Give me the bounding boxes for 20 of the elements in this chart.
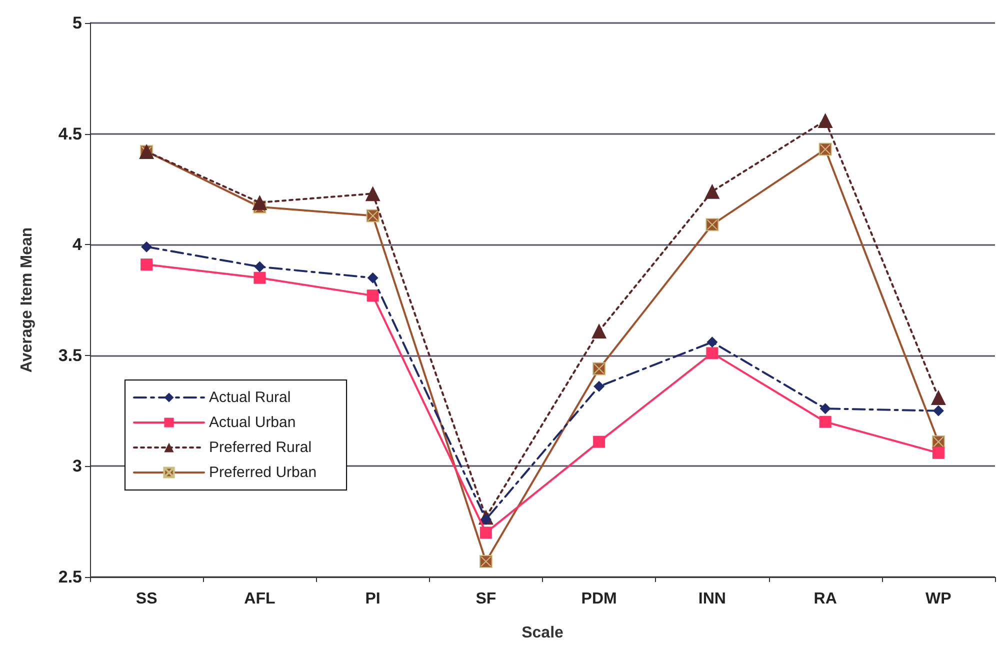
- legend-label: Actual Rural: [209, 389, 291, 406]
- x-tick-label: WP: [926, 590, 952, 608]
- x-tick-label: AFL: [244, 590, 276, 608]
- y-tick-label: 4.5: [58, 124, 82, 144]
- x-tick-label: PI: [365, 590, 380, 608]
- y-tick-label: 3.5: [58, 346, 82, 365]
- y-axis-title: Average Item Mean: [18, 227, 36, 373]
- legend-label: Preferred Rural: [209, 439, 312, 456]
- x-tick-label: SS: [136, 590, 158, 608]
- x-tick-label: RA: [814, 590, 838, 608]
- y-tick-label: 4: [72, 235, 83, 254]
- y-tick-label: 3: [72, 456, 82, 476]
- y-tick-label: 2.5: [58, 568, 82, 586]
- x-axis-title: Scale: [522, 624, 564, 642]
- x-tick-label: SF: [476, 590, 496, 608]
- y-tick-label: 5: [72, 14, 82, 32]
- x-tick-label: PDM: [581, 590, 617, 608]
- legend-label: Actual Urban: [209, 414, 296, 431]
- legend-label: Preferred Urban: [209, 464, 317, 481]
- x-tick-label: INN: [698, 590, 726, 608]
